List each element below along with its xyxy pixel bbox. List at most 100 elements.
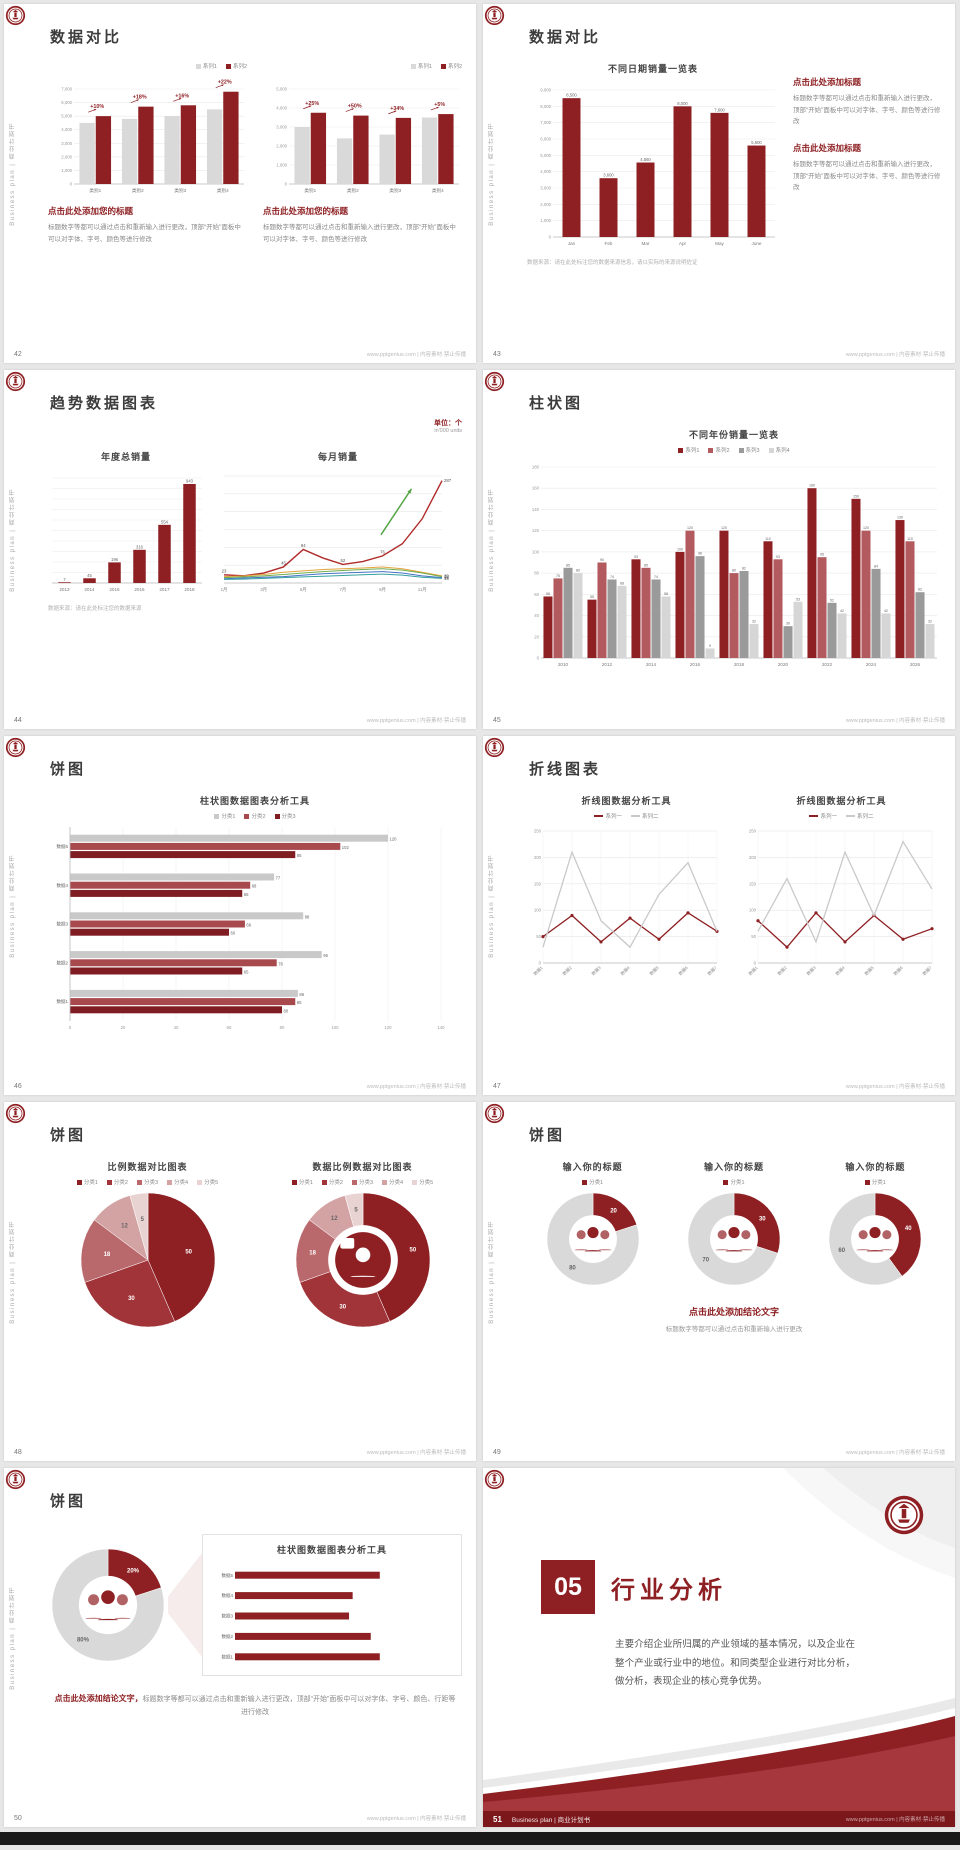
chart-legend: 系列1 系列2 系列3 系列4: [527, 446, 941, 454]
bar-chart-annual-sales: 7 2013 45 2014 196 2015 316 2016 554 2017 943 2018: [48, 468, 204, 594]
svg-text:2012: 2012: [602, 662, 613, 667]
legend-swatch: [582, 1179, 588, 1185]
svg-text:130: 130: [897, 516, 903, 520]
slide-title: 折线图表: [529, 761, 602, 778]
slide-title: 数据对比: [529, 29, 602, 46]
svg-text:2,000: 2,000: [276, 144, 287, 149]
svg-text:2014: 2014: [646, 662, 657, 667]
svg-text:4,560: 4,560: [640, 157, 651, 162]
svg-text:+16%: +16%: [175, 93, 189, 99]
slide-footer: 49 www.pptgenius.com | 内容素材·禁止传播: [493, 1448, 945, 1456]
svg-text:2017: 2017: [159, 587, 170, 592]
svg-text:52: 52: [341, 558, 346, 563]
slide-47-line-charts[interactable]: Business plan | 商业计划书 折线图表 折线图数据分析工具 系列一…: [483, 736, 955, 1095]
svg-text:120: 120: [384, 1025, 392, 1030]
legend-item: 分类1: [76, 1178, 98, 1186]
svg-text:3,600: 3,600: [603, 173, 614, 178]
bar-chart-sales-by-date: 0 1,000 2,000 3,000 4,000 5,000 6,000 7,000 8,00…: [527, 80, 779, 248]
page-number: 45: [493, 717, 501, 724]
svg-text:类别3: 类别3: [389, 187, 401, 194]
svg-text:62: 62: [918, 588, 922, 592]
svg-text:0: 0: [69, 1025, 72, 1030]
slide-45-column-chart[interactable]: Business plan | 商业计划书 柱状图 不同年份销量一览表 系列1 系…: [483, 370, 955, 729]
chart-title: 柱状图数据图表分析工具: [199, 796, 310, 806]
slide-footer-bar: 51 Business plan | 商业计划书 www.pptgenius.c…: [483, 1811, 955, 1827]
caption-title: 点击此处添加标题: [793, 77, 862, 87]
svg-text:数据4: 数据4: [834, 964, 847, 977]
svg-text:20: 20: [444, 573, 449, 578]
chart-svg-c43: 0 1,000 2,000 3,000 4,000 5,000 6,000 7,000 8,00…: [540, 88, 775, 246]
sidebar-vertical-text: Business plan | 商业计划书: [489, 1220, 495, 1324]
legend-swatch: [708, 447, 714, 453]
svg-text:1,000: 1,000: [540, 218, 551, 223]
slide-49-donut-charts[interactable]: Business plan | 商业计划书 饼图 输入你的标题 分类1 20 80 …: [483, 1102, 955, 1461]
slide-48-pie-charts[interactable]: Business plan | 商业计划书 饼图 比例数据对比图表 分类1 分类2…: [4, 1102, 476, 1461]
svg-text:类别1: 类别1: [89, 187, 101, 194]
chart-column: 折线图数据分析工具 系列一 系列二 0 50 100 150 200 250 数据1 数据2 数据3…: [742, 794, 941, 1075]
svg-text:32: 32: [928, 620, 932, 624]
legend-item: 系列一: [809, 812, 837, 820]
pie-chart: 分类1 分类2 分类3 分类4 分类5 50 30 18 12 5: [48, 1178, 247, 1331]
svg-text:80: 80: [284, 1008, 289, 1013]
svg-text:+50%: +50%: [348, 104, 362, 110]
svg-text:88: 88: [305, 914, 310, 919]
svg-text:20: 20: [534, 634, 539, 639]
legend-item: 系列3: [738, 446, 760, 454]
svg-text:74: 74: [654, 575, 658, 579]
chart-column: 输入你的标题 分类1 40 60: [810, 1160, 941, 1289]
donut-chart: 分类1 30 70: [668, 1178, 799, 1289]
chart-column: 系列1 系列2 0 1,000 2,000 3,000 4,000 5,000 6,000 7,0…: [48, 62, 247, 343]
chart-column: 不同日期销量一览表 0 1,000 2,000 3,000 4,000 5,000 6,00…: [527, 62, 779, 248]
sidebar-vertical-text: Business plan | 商业计划书: [489, 854, 495, 958]
svg-text:18: 18: [309, 1250, 316, 1256]
svg-text:数据1: 数据1: [532, 964, 545, 977]
page-number: 48: [14, 1449, 22, 1456]
svg-text:53: 53: [796, 597, 800, 601]
svg-text:150: 150: [853, 494, 859, 498]
page-number: 50: [14, 1815, 22, 1822]
footer-site-text: www.pptgenius.com | 内容素材·禁止传播: [845, 352, 945, 358]
slide-42-data-comparison[interactable]: Business plan | 商业计划书 数据对比 系列1 系列2 0 1,000 2…: [4, 4, 476, 363]
svg-text:66: 66: [246, 923, 251, 928]
slide-50-donut-with-panel[interactable]: Business plan | 商业计划书 饼图 20% 80% 柱状图数据图表分…: [4, 1468, 476, 1827]
screen-bottom-bar: [0, 1832, 960, 1845]
svg-text:58: 58: [546, 592, 550, 596]
slide-44-trend-charts[interactable]: Business plan | 商业计划书 趋势数据图表 单位：个 in'000…: [4, 370, 476, 729]
svg-text:3月: 3月: [260, 587, 267, 593]
unit-label: 单位：个 in'000 units: [434, 418, 462, 434]
chart-column: 输入你的标题 分类1 30 70: [668, 1160, 799, 1289]
chart-svg-c50a: 20% 80%: [51, 1548, 165, 1662]
svg-text:数据3: 数据3: [221, 1613, 233, 1620]
slide-content: 柱状图数据图表分析工具 分类1 分类2 分类3 0 20 40 60 80 100 120 140 数…: [48, 794, 462, 1075]
slide-content: 不同日期销量一览表 0 1,000 2,000 3,000 4,000 5,000 6,00…: [527, 62, 941, 343]
logo-seal-icon: [484, 5, 505, 26]
svg-text:+22%: +22%: [218, 80, 232, 86]
svg-text:5: 5: [140, 1217, 144, 1223]
svg-text:96: 96: [698, 552, 702, 556]
legend-swatch: [321, 1179, 327, 1185]
svg-text:50: 50: [536, 934, 541, 939]
logo-seal-icon: [484, 1469, 505, 1490]
slide-46-hbar-chart[interactable]: Business plan | 商业计划书 饼图 柱状图数据图表分析工具 分类1…: [4, 736, 476, 1095]
svg-text:80%: 80%: [77, 1637, 90, 1643]
chart-title: 折线图数据分析工具: [581, 796, 672, 806]
svg-text:50: 50: [409, 1248, 416, 1254]
chart-title: 输入你的标题: [703, 1162, 764, 1172]
svg-text:数据2: 数据2: [56, 959, 68, 966]
slide-43-data-comparison[interactable]: Business plan | 商业计划书 数据对比 不同日期销量一览表 0 1,…: [483, 4, 955, 363]
svg-text:7,000: 7,000: [540, 120, 551, 125]
svg-text:85: 85: [644, 563, 648, 567]
svg-text:100: 100: [534, 908, 542, 913]
svg-text:90: 90: [600, 558, 604, 562]
line-chart-monthly-sales: 1月 3月 5月 7月 9月 11月 287 20 18 15 13 23 45 94 52 76: [218, 468, 458, 594]
legend-swatch: [195, 63, 201, 69]
chart-legend: 分类1 分类2 分类3: [48, 812, 462, 820]
legend-swatch: [225, 63, 231, 69]
svg-text:数据1: 数据1: [221, 1653, 233, 1660]
logo-seal-icon: [5, 1103, 26, 1124]
svg-text:7,000: 7,000: [61, 87, 72, 92]
chart-legend: 分类1: [723, 1178, 745, 1186]
legend-item: 分类2: [244, 812, 266, 820]
svg-text:77: 77: [276, 876, 281, 881]
slide-51-section-divider[interactable]: 05 行业分析 主要介绍企业所归属的产业领域的基本情况，以及企业在整个产业或行业…: [483, 1468, 955, 1827]
